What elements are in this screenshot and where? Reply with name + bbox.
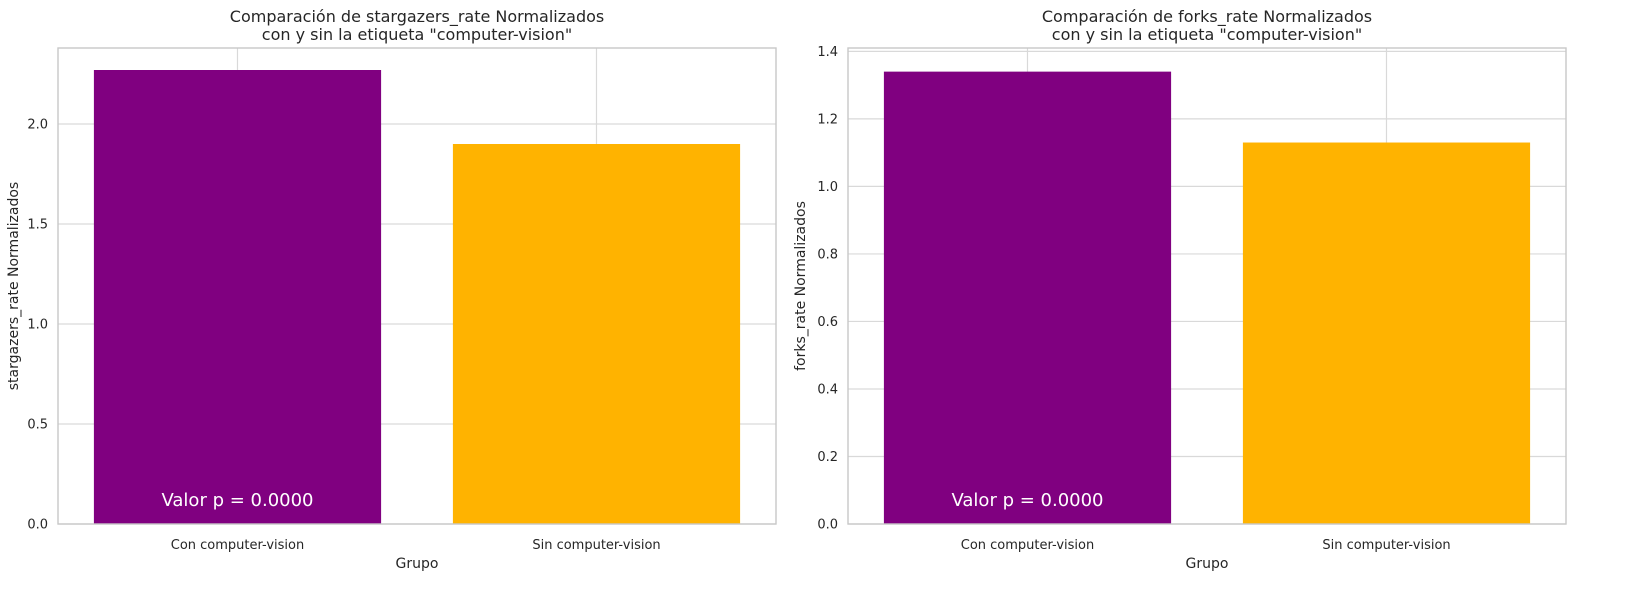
y-tick-label: 0.2 xyxy=(817,450,838,465)
x-axis-label: Grupo xyxy=(396,556,439,572)
y-axis-label: stargazers_rate Normalizados xyxy=(6,182,22,390)
y-tick-label: 2.0 xyxy=(27,118,48,133)
y-tick-label: 0.5 xyxy=(27,418,48,433)
chart-1: 0.0 0.5 1.0 1.5 2.0 Con computer-vision Sin co… xyxy=(6,7,777,572)
p-value-annotation: Valor p = 0.0000 xyxy=(951,490,1103,511)
plot-frame xyxy=(847,47,1567,525)
bar-1 xyxy=(93,70,382,524)
chart-2: 0.0 0.2 0.4 0.6 0.8 1.0 1.2 1.4 Con computer-vis… xyxy=(793,7,1567,572)
y-tick-label: 0.0 xyxy=(817,518,838,533)
y-tick-label: 0.8 xyxy=(817,247,838,262)
x-tick-label: Con computer-vision xyxy=(171,538,305,553)
x-tick-label: Sin computer-vision xyxy=(532,538,660,553)
x-axis-label: Grupo xyxy=(1186,556,1229,572)
y-tick-label: 1.5 xyxy=(27,218,48,233)
y-tick-label: 0.6 xyxy=(817,315,838,330)
y-axis-label: forks_rate Normalizados xyxy=(793,201,809,371)
bar-1 xyxy=(883,71,1172,525)
y-tick-label: 1.0 xyxy=(27,318,48,333)
p-value-annotation: Valor p = 0.0000 xyxy=(161,490,313,511)
chart-title-line: con y sin la etiqueta "computer-vision" xyxy=(262,25,572,44)
y-tick-label: 0.0 xyxy=(27,518,48,533)
bar-2 xyxy=(452,144,741,524)
chart-title-line: Comparación de forks_rate Normalizados xyxy=(1042,7,1372,27)
x-tick-label: Con computer-vision xyxy=(961,538,1095,553)
y-tick-label: 1.4 xyxy=(817,45,838,60)
y-tick-label: 1.0 xyxy=(817,180,838,195)
y-tick-label: 0.4 xyxy=(817,382,838,397)
plot-frame xyxy=(57,47,777,525)
chart-title-line: Comparación de stargazers_rate Normaliza… xyxy=(230,7,604,27)
chart-title-line: con y sin la etiqueta "computer-vision" xyxy=(1052,25,1362,44)
y-tick-label: 1.2 xyxy=(817,112,838,127)
bar-2 xyxy=(1242,142,1531,524)
x-tick-label: Sin computer-vision xyxy=(1322,538,1450,553)
